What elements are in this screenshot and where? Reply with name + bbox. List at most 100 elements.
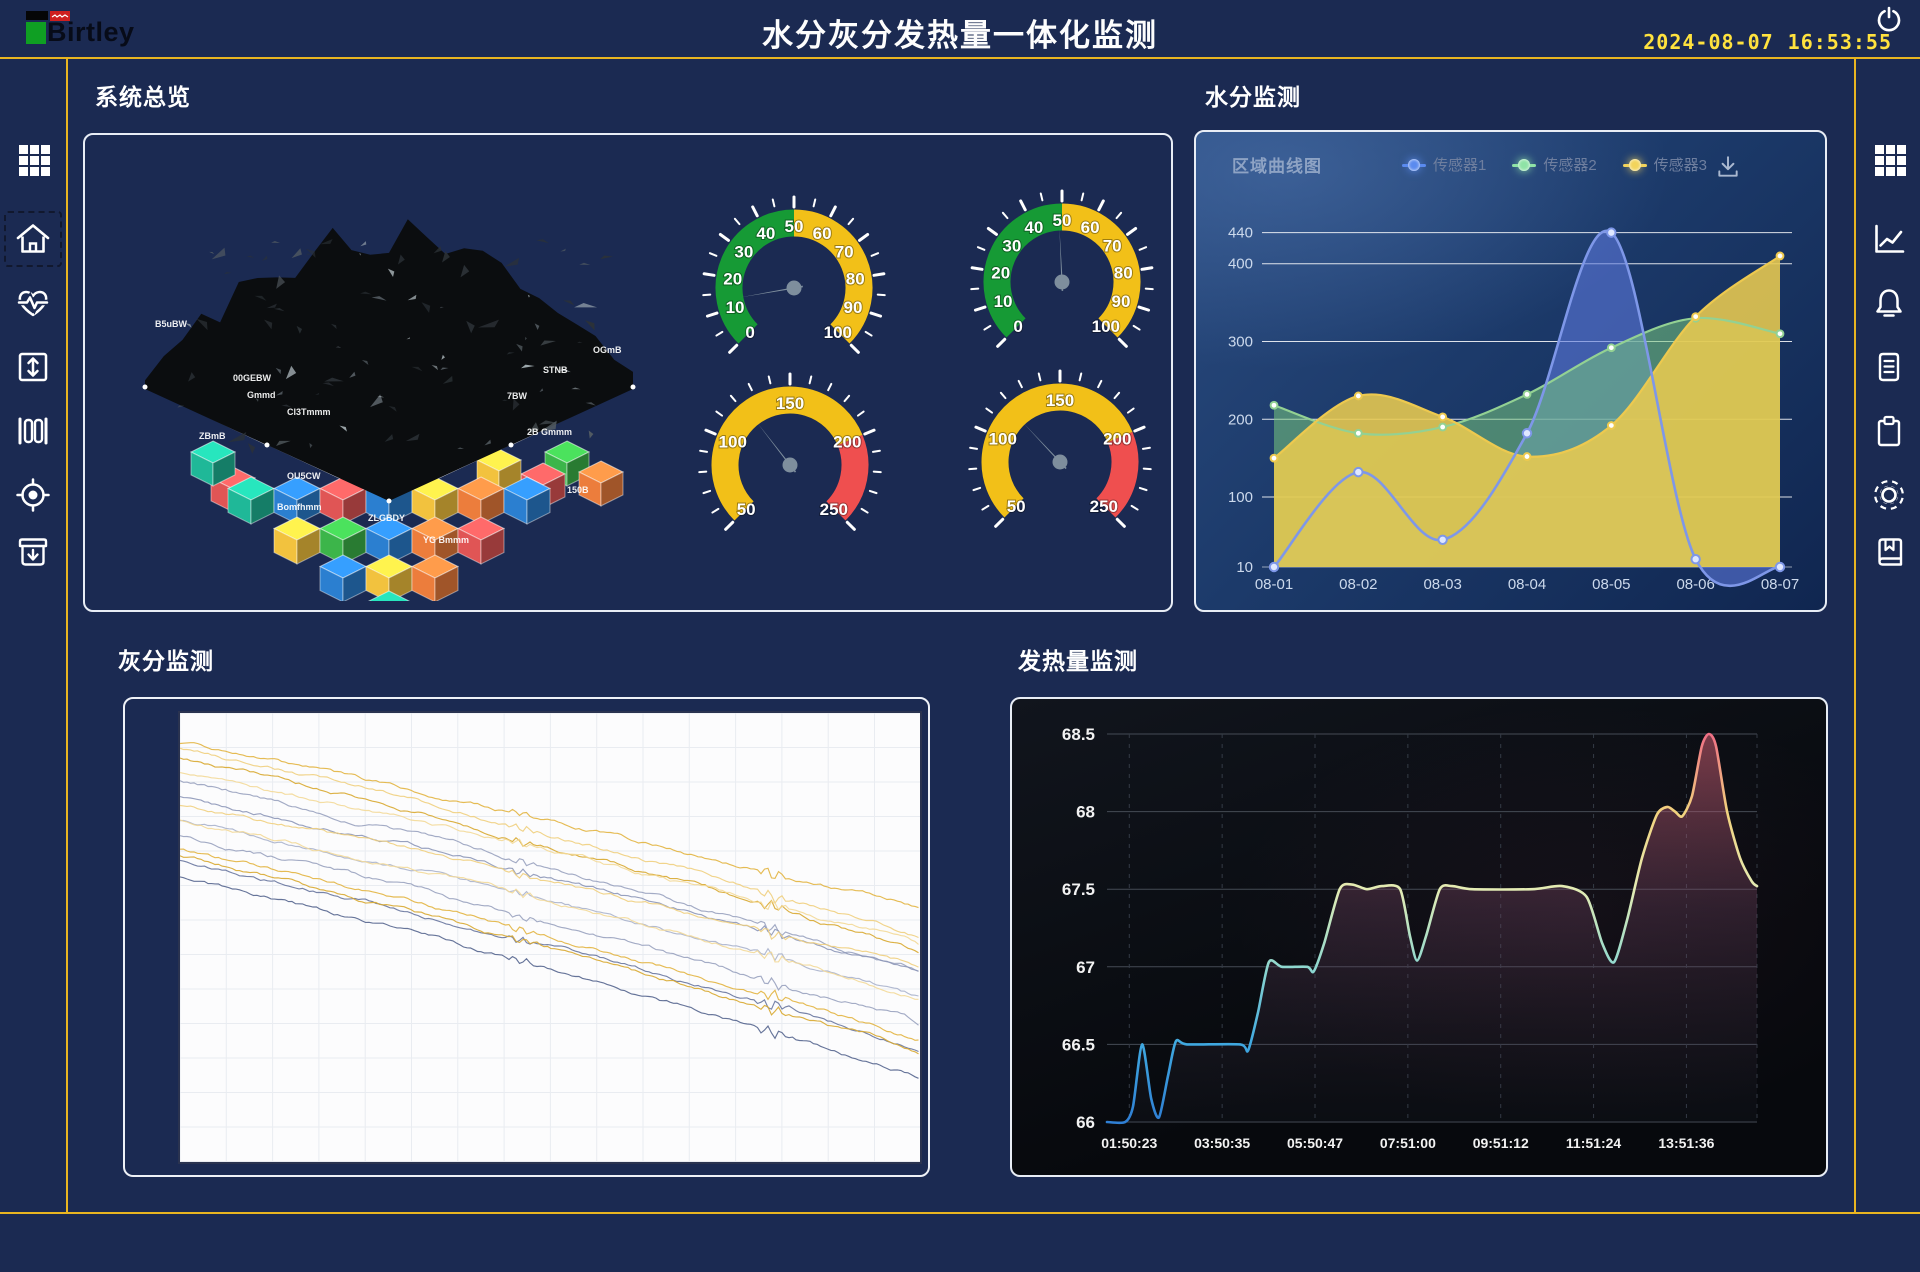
sidebar-item-bell-icon[interactable]: [1867, 281, 1911, 325]
svg-text:50: 50: [1053, 211, 1072, 230]
svg-text:OGmB: OGmB: [593, 345, 622, 355]
svg-text:40: 40: [756, 224, 775, 243]
svg-text:01:50:23: 01:50:23: [1101, 1135, 1157, 1151]
time-text: 16:53:55: [1787, 30, 1892, 54]
sidebar-item-columns-icon[interactable]: [11, 409, 55, 453]
svg-text:10: 10: [726, 298, 745, 317]
sidebar-item-resize-vertical-icon[interactable]: [11, 345, 55, 389]
header: Birtley 水分灰分发热量一体化监测 2024-08-07 16:53:55: [0, 0, 1920, 59]
svg-text:200: 200: [1228, 411, 1253, 428]
download-icon[interactable]: [1715, 154, 1741, 180]
legend-item-sensor3[interactable]: 传感器3: [1622, 154, 1707, 175]
svg-text:08-01: 08-01: [1255, 576, 1293, 593]
power-icon[interactable]: [1876, 6, 1902, 32]
svg-text:03:50:35: 03:50:35: [1194, 1135, 1250, 1151]
sidebar-right: [1856, 59, 1920, 1212]
coal-3d-visualization: B5uBW 00GEBW Gmmd Cl3Tmmm ZBmB STNB OGmB 7BW 2B …: [115, 149, 667, 639]
logo-text: Birtley: [47, 17, 135, 47]
line-chart-icon: [1875, 224, 1905, 253]
settings-icon: [1874, 480, 1904, 510]
bottom-frame-line: [0, 1212, 1920, 1214]
sidebar-item-heartbeat-icon[interactable]: [11, 281, 55, 325]
document-icon: [1878, 352, 1900, 382]
svg-text:150: 150: [776, 394, 804, 413]
sidebar-item-book-icon[interactable]: [1867, 530, 1911, 574]
datetime-display: 2024-08-07 16:53:55: [1643, 30, 1892, 54]
svg-text:ZLGBDY: ZLGBDY: [368, 513, 405, 523]
legend-item-sensor2[interactable]: 传感器2: [1512, 154, 1597, 175]
svg-text:08-05: 08-05: [1592, 576, 1630, 593]
svg-text:150B: 150B: [567, 485, 589, 495]
svg-text:300: 300: [1228, 333, 1253, 350]
moisture-panel: 区域曲线图 传感器1 传感器2 传感器3 440 400 300 200 100 10 08…: [1194, 130, 1827, 612]
sidebar-item-home-icon[interactable]: [4, 211, 62, 267]
svg-text:50: 50: [785, 217, 804, 236]
svg-text:11:51:24: 11:51:24: [1566, 1135, 1621, 1151]
svg-text:150: 150: [1046, 391, 1074, 410]
svg-text:50: 50: [1007, 497, 1026, 516]
svg-text:STNB: STNB: [543, 365, 568, 375]
svg-text:250: 250: [1090, 497, 1118, 516]
svg-text:10: 10: [994, 292, 1013, 311]
home-icon: [16, 224, 50, 253]
sidebar-item-target-icon[interactable]: [11, 473, 55, 517]
svg-text:70: 70: [1103, 237, 1122, 256]
moisture-chart-label: 区域曲线图: [1232, 157, 1322, 176]
svg-text:70: 70: [835, 243, 854, 262]
sidebar-item-document-icon[interactable]: [1867, 345, 1911, 389]
svg-text:40: 40: [1024, 218, 1043, 237]
legend-item-sensor1[interactable]: 传感器1: [1401, 154, 1486, 175]
grid-icon: [1875, 145, 1906, 176]
svg-text:80: 80: [846, 269, 865, 288]
svg-text:20: 20: [991, 263, 1010, 282]
svg-text:30: 30: [734, 243, 753, 262]
svg-text:08-07: 08-07: [1761, 576, 1799, 593]
svg-text:2B Gmmm: 2B Gmmm: [527, 427, 572, 437]
moisture-title: 水分监测: [1205, 84, 1301, 110]
svg-text:20: 20: [723, 269, 742, 288]
logo-black-square: [26, 11, 48, 20]
ash-chart-svg: [179, 712, 920, 1162]
gauge-moisture-2: 0 10 20 30 40 50 60 70 80 90 100: [952, 179, 1172, 349]
svg-text:90: 90: [844, 298, 863, 317]
ash-chart-area: [178, 711, 922, 1164]
svg-text:05:50:47: 05:50:47: [1287, 1135, 1343, 1151]
svg-text:100: 100: [989, 429, 1017, 448]
sidebar-item-archive-icon[interactable]: [11, 530, 55, 574]
svg-text:100: 100: [719, 432, 747, 451]
svg-text:10: 10: [1236, 559, 1253, 576]
sidebar-item-settings-icon[interactable]: [1867, 473, 1911, 517]
svg-text:90: 90: [1112, 292, 1131, 311]
svg-text:440: 440: [1228, 225, 1253, 242]
svg-text:100: 100: [1092, 317, 1120, 336]
right-frame-line: [1854, 59, 1856, 1212]
sidebar-item-clipboard-icon[interactable]: [1867, 409, 1911, 453]
svg-text:Cl3Tmmm: Cl3Tmmm: [287, 407, 331, 417]
sidebar-item-grid-icon[interactable]: [11, 137, 55, 181]
svg-text:250: 250: [820, 500, 848, 519]
target-icon: [16, 478, 50, 512]
svg-text:68.5: 68.5: [1062, 725, 1095, 744]
svg-text:200: 200: [833, 432, 861, 451]
svg-text:100: 100: [1228, 489, 1253, 506]
legend-label: 传感器3: [1653, 157, 1707, 174]
svg-text:00GEBW: 00GEBW: [233, 373, 272, 383]
svg-text:30: 30: [1002, 237, 1021, 256]
left-frame-line: [66, 59, 68, 1212]
date-text: 2024-08-07: [1643, 30, 1774, 54]
svg-text:ZBmB: ZBmB: [199, 431, 226, 441]
svg-text:YG Bmmm: YG Bmmm: [423, 535, 469, 545]
svg-text:Bomfhmm: Bomfhmm: [277, 502, 322, 512]
svg-text:09:51:12: 09:51:12: [1473, 1135, 1529, 1151]
columns-icon: [18, 417, 48, 445]
legend-label: 传感器2: [1543, 157, 1597, 174]
brand-logo: Birtley: [24, 9, 164, 49]
legend-marker: [1622, 158, 1647, 171]
svg-text:08-03: 08-03: [1423, 576, 1461, 593]
sidebar-item-grid-icon[interactable]: [1867, 137, 1911, 181]
sidebar-item-line-chart-icon[interactable]: [1867, 217, 1911, 261]
calorific-chart-svg: 68.5 68 67.5 67 66.5 66 01:50:23 03:50:35 05:50:…: [1062, 725, 1759, 1151]
svg-text:0: 0: [1013, 317, 1022, 336]
